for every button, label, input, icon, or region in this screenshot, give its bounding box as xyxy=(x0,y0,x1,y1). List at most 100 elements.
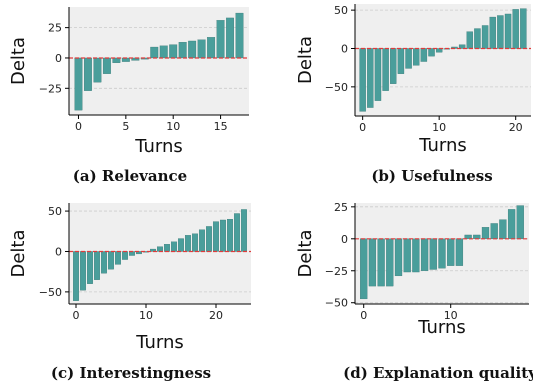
bar xyxy=(213,221,219,252)
bar xyxy=(489,16,496,49)
bar xyxy=(520,8,527,49)
y-axis-label: Delta xyxy=(295,36,316,84)
bar xyxy=(226,17,234,59)
bar xyxy=(447,238,455,266)
bar xyxy=(112,57,121,63)
bar xyxy=(199,229,205,252)
bar xyxy=(93,57,102,83)
bar xyxy=(108,251,114,270)
bar xyxy=(429,238,437,270)
bar xyxy=(412,238,420,273)
bar xyxy=(374,48,382,101)
panel-caption: (a) Relevance xyxy=(73,167,187,185)
bar xyxy=(512,9,519,49)
bar xyxy=(377,238,385,287)
y-tick-label: 25 xyxy=(48,22,62,35)
bar xyxy=(178,238,184,252)
bar xyxy=(458,44,466,49)
y-tick-label: 0 xyxy=(55,245,62,258)
bar xyxy=(499,219,507,239)
bar xyxy=(216,20,225,59)
y-tick-label: 50 xyxy=(48,205,62,218)
panel-relevance: −25 0 25 0 5 10 15 Turns Delta (a) Relevance xyxy=(8,7,249,185)
bar xyxy=(504,13,512,49)
bar xyxy=(129,251,135,256)
bar xyxy=(207,37,216,59)
bar xyxy=(413,48,420,66)
bar xyxy=(220,219,226,252)
bar xyxy=(403,238,411,273)
bar xyxy=(405,48,412,69)
bar xyxy=(157,246,163,252)
bar xyxy=(188,40,197,59)
bar xyxy=(490,223,498,239)
bar xyxy=(101,251,107,274)
bar xyxy=(481,25,489,49)
bar xyxy=(464,234,472,239)
bar xyxy=(420,238,429,271)
bar xyxy=(368,238,377,287)
bar xyxy=(84,57,92,91)
plot-area xyxy=(355,4,531,116)
panel-caption: (c) Interestingness xyxy=(51,364,211,382)
bar xyxy=(102,57,111,74)
panel-caption: (b) Usefulness xyxy=(371,167,492,185)
x-tick-label: 20 xyxy=(209,309,223,322)
bar xyxy=(420,48,428,62)
bar xyxy=(359,48,366,112)
y-axis-label: Delta xyxy=(8,37,29,85)
bar xyxy=(390,48,397,84)
bar xyxy=(397,48,405,74)
y-axis-label: Delta xyxy=(8,229,29,277)
y-tick-label: 0 xyxy=(341,233,348,246)
x-axis-label: Turns xyxy=(134,136,183,157)
y-tick-label: −50 xyxy=(325,297,348,310)
x-axis-label: Turns xyxy=(417,317,466,338)
panel-interestingness: −50 0 50 0 10 20 Turns Delta (c) Interestingness xyxy=(8,203,251,382)
bar xyxy=(171,241,177,252)
bar xyxy=(169,44,178,59)
bar xyxy=(382,48,389,91)
panel-caption: (d) Explanation quality xyxy=(343,364,533,382)
bar xyxy=(386,238,394,287)
bar xyxy=(159,45,168,59)
y-tick-label: 0 xyxy=(55,52,62,65)
bar xyxy=(73,251,79,301)
x-tick-label: 0 xyxy=(360,309,367,322)
bar xyxy=(185,235,191,252)
bar xyxy=(164,244,170,252)
y-tick-label: 50 xyxy=(334,4,348,17)
bar xyxy=(516,205,524,239)
bar xyxy=(80,251,86,291)
y-tick-label: −25 xyxy=(39,82,62,95)
x-tick-label: 10 xyxy=(139,309,153,322)
bar xyxy=(74,57,83,111)
x-tick-label: 0 xyxy=(75,120,82,133)
x-tick-label: 0 xyxy=(359,121,366,134)
bar xyxy=(234,213,240,252)
bar xyxy=(206,226,212,252)
y-tick-label: 0 xyxy=(341,42,348,55)
x-axis-label: Turns xyxy=(135,332,184,353)
bar xyxy=(507,209,516,239)
bar xyxy=(115,251,121,265)
x-tick-label: 5 xyxy=(122,120,129,133)
y-tick-label: −25 xyxy=(325,265,348,278)
bar xyxy=(122,251,128,260)
x-tick-label: 10 xyxy=(166,120,180,133)
bar xyxy=(474,28,481,49)
y-axis-label: Delta xyxy=(295,229,316,277)
bar xyxy=(481,227,490,239)
x-tick-label: 15 xyxy=(214,120,228,133)
y-tick-label: −50 xyxy=(39,286,62,299)
panel-usefulness: −50 0 50 0 10 20 Turns Delta (b) Usefulness xyxy=(295,4,531,185)
bar xyxy=(428,48,435,57)
bar xyxy=(367,48,374,108)
bar xyxy=(241,209,247,252)
bar xyxy=(455,238,464,266)
bar xyxy=(227,219,233,252)
bar xyxy=(197,39,206,59)
x-tick-label: 10 xyxy=(432,121,446,134)
